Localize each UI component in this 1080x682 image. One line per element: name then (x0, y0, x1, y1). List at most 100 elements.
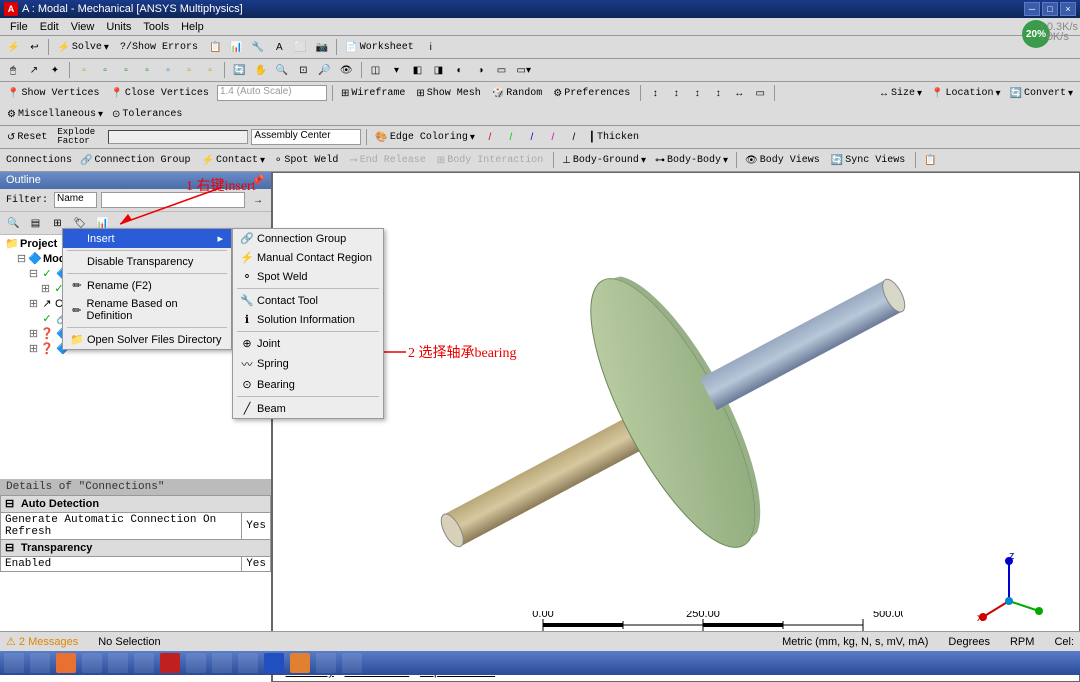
tool-icon[interactable]: 👁 (337, 61, 356, 79)
select-icon[interactable]: 🖱 (4, 61, 22, 79)
menu-tools[interactable]: Tools (137, 21, 175, 33)
taskbar[interactable] (0, 651, 1080, 675)
taskbar-item[interactable] (108, 653, 128, 673)
taskbar-item[interactable] (264, 653, 284, 673)
wireframe-button[interactable]: ⊞Wireframe (338, 84, 410, 102)
taskbar-item[interactable] (342, 653, 362, 673)
edge-icon[interactable]: ▫ (96, 61, 114, 79)
tool-icon[interactable]: ↕ (667, 84, 685, 102)
taskbar-item[interactable] (186, 653, 206, 673)
taskbar-item[interactable] (30, 653, 50, 673)
taskbar-item[interactable] (56, 653, 76, 673)
menu-edit[interactable]: Edit (34, 21, 65, 33)
status-messages[interactable]: 2 Messages (19, 636, 78, 648)
taskbar-item[interactable] (4, 653, 24, 673)
filter-type[interactable]: Name (54, 192, 97, 208)
tool-icon[interactable]: ↕ (709, 84, 727, 102)
show-mesh-button[interactable]: ⊞Show Mesh (413, 84, 485, 102)
scale-combo[interactable]: 1.4 (Auto Scale) (217, 85, 327, 101)
tool-icon[interactable]: ⬜ (291, 38, 309, 56)
ctx-solution-info[interactable]: ℹSolution Information (233, 310, 383, 329)
tool-icon[interactable]: ↕ (688, 84, 706, 102)
tool-icon[interactable]: ▭ (751, 84, 769, 102)
ctx-rename[interactable]: ✏Rename (F2) (63, 276, 231, 295)
body-body-button[interactable]: ⊶Body-Body ▾ (652, 151, 731, 169)
tool-icon[interactable]: / (544, 128, 562, 146)
conn-group-button[interactable]: 🔗Connection Group (77, 151, 195, 169)
spot-weld-button[interactable]: ⚬Spot Weld (271, 151, 343, 169)
context-submenu[interactable]: 🔗Connection Group ⚡Manual Contact Region… (232, 228, 384, 419)
tool-icon[interactable]: ▾ (388, 61, 406, 79)
close-button[interactable]: × (1060, 2, 1076, 16)
tool-icon[interactable]: / (523, 128, 541, 146)
ctx-spring[interactable]: 〰Spring (233, 353, 383, 375)
tool-icon[interactable]: ◐ (451, 61, 469, 79)
ctx-open-solver[interactable]: 📁Open Solver Files Directory (63, 330, 231, 349)
pan-icon[interactable]: ✋ (251, 61, 269, 79)
face-icon[interactable]: ▫ (117, 61, 135, 79)
preferences-button[interactable]: ⚙Preferences (550, 84, 635, 102)
ctx-disable-transparency[interactable]: Disable Transparency (63, 253, 231, 271)
body-views-button[interactable]: 👁Body Views (742, 151, 825, 169)
ctx-spot-weld[interactable]: ⚬Spot Weld (233, 267, 383, 286)
tool-icon[interactable]: ▤ (26, 214, 44, 232)
show-errors-button[interactable]: ?/Show Errors (115, 38, 203, 56)
ctx-joint[interactable]: ⊕Joint (233, 334, 383, 353)
tool-icon[interactable]: 🔧 (249, 38, 267, 56)
iso-icon[interactable]: ◫ (367, 61, 385, 79)
tool-icon[interactable]: i (422, 38, 440, 56)
ctx-manual-contact[interactable]: ⚡Manual Contact Region (233, 248, 383, 267)
tool-icon[interactable]: 🔍 (4, 214, 22, 232)
random-button[interactable]: 🎲Random (489, 84, 547, 102)
ctx-bearing[interactable]: ⊙Bearing (233, 375, 383, 394)
taskbar-item[interactable] (134, 653, 154, 673)
show-vertices-button[interactable]: 📍Show Vertices (4, 84, 104, 102)
solve-button[interactable]: ⚡Solve ▾ (54, 38, 112, 56)
tolerances-button[interactable]: ⊙Tolerances (109, 105, 187, 123)
ctx-contact-tool[interactable]: 🔧Contact Tool (233, 291, 383, 310)
detail-value[interactable]: Yes (242, 513, 271, 540)
ctx-beam[interactable]: ╱Beam (233, 399, 383, 418)
contact-button[interactable]: ⚡Contact ▾ (198, 151, 268, 169)
tool-icon[interactable]: A (270, 38, 288, 56)
worksheet-button[interactable]: 📄Worksheet (342, 38, 418, 56)
convert-button[interactable]: 🔄Convert ▾ (1007, 84, 1077, 102)
thicken-button[interactable]: ┃Thicken (586, 128, 644, 146)
minimize-button[interactable]: ─ (1024, 2, 1040, 16)
ctx-rename-based[interactable]: ✏Rename Based on Definition (63, 295, 231, 325)
menu-units[interactable]: Units (100, 21, 137, 33)
taskbar-item[interactable] (238, 653, 258, 673)
tool-icon[interactable]: / (502, 128, 520, 146)
tool-icon[interactable]: ✦ (46, 61, 64, 79)
detail-value[interactable]: Yes (242, 557, 271, 572)
zoom-box-icon[interactable]: 🔎 (315, 61, 333, 79)
tool-icon[interactable]: ◨ (430, 61, 448, 79)
zoom-fit-icon[interactable]: ⊡ (294, 61, 312, 79)
location-button[interactable]: 📍Location ▾ (928, 84, 1004, 102)
tool-icon[interactable]: ▭▾ (514, 61, 534, 79)
tool-icon[interactable]: ⚡ (4, 38, 22, 56)
reset-button[interactable]: ↺Reset (4, 128, 52, 146)
zoom-icon[interactable]: 🔍 (273, 61, 291, 79)
taskbar-item[interactable] (212, 653, 232, 673)
explode-slider[interactable] (108, 130, 248, 144)
rotate-icon[interactable]: 🔄 (230, 61, 248, 79)
ctx-insert[interactable]: Insert▸ (63, 229, 231, 248)
tool-icon[interactable]: ▫ (201, 61, 219, 79)
tool-icon[interactable]: 📷 (313, 38, 331, 56)
tool-icon[interactable]: ↔ (730, 84, 748, 102)
close-vertices-button[interactable]: 📍Close Vertices (107, 84, 213, 102)
viewport[interactable]: 0.00 250.00 500.00 (mm) 125.00 375.00 z … (272, 172, 1080, 682)
misc-button[interactable]: ⚙Miscellaneous ▾ (4, 105, 106, 123)
tool-icon[interactable]: ▭ (493, 61, 511, 79)
node-icon[interactable]: ▫ (159, 61, 177, 79)
tool-icon[interactable]: ↗ (25, 61, 43, 79)
context-menu[interactable]: Insert▸ Disable Transparency ✏Rename (F2… (62, 228, 232, 350)
tool-icon[interactable]: 📊 (227, 38, 245, 56)
body-ground-button[interactable]: ⊥Body-Ground ▾ (559, 151, 649, 169)
body-icon[interactable]: ▫ (138, 61, 156, 79)
menu-view[interactable]: View (65, 21, 101, 33)
tool-icon[interactable]: ◧ (409, 61, 427, 79)
menu-file[interactable]: File (4, 21, 34, 33)
tool-icon[interactable]: 📋 (921, 151, 939, 169)
